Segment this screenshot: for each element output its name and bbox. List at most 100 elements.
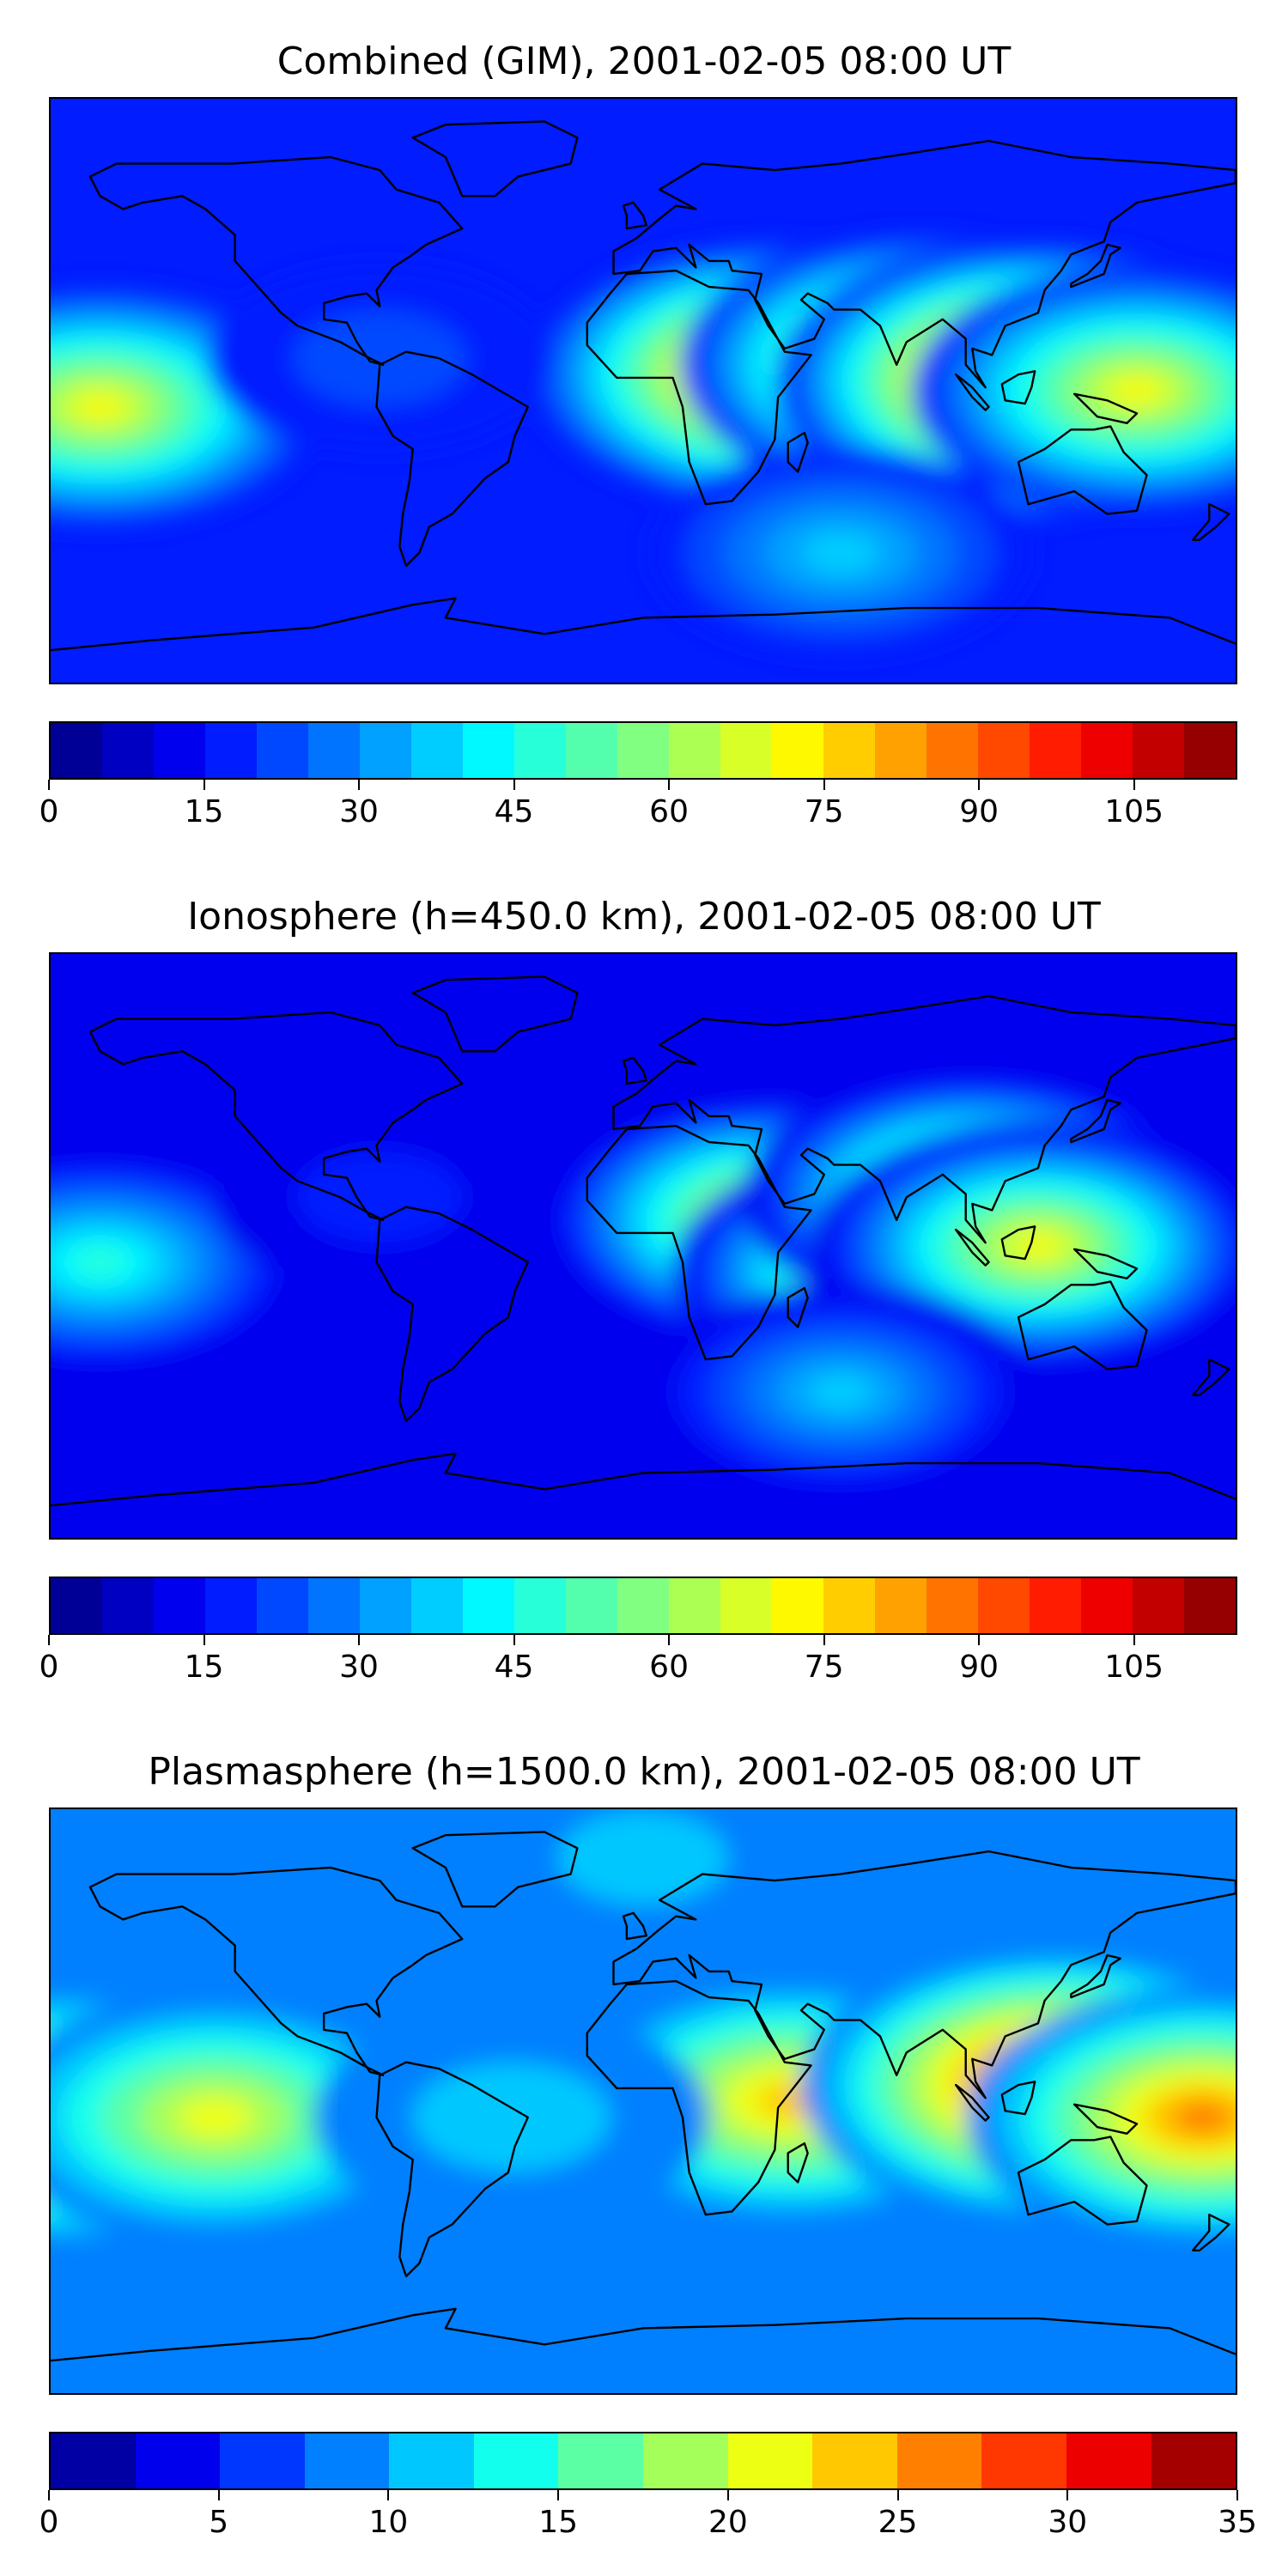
colorbar-segment: [669, 1578, 720, 1633]
colorbar-segment: [720, 723, 772, 778]
colorbar-tick-label: 5: [209, 2505, 229, 2540]
colorbar-tick-label: 15: [184, 794, 224, 829]
chart-title: Ionosphere (h=450.0 km), 2001-02-05 08:0…: [187, 895, 1101, 939]
colorbar-segment: [411, 723, 463, 778]
colorbar-tick-label: 30: [339, 794, 379, 829]
colorbar-tick-label: 10: [368, 2505, 409, 2540]
contour-band: [177, 2096, 253, 2139]
coastline-madagascar: [787, 431, 809, 473]
colorbar-segment: [978, 723, 1030, 778]
colorbar-segment: [1184, 1578, 1236, 1633]
coastline-new-zealand: [1191, 2214, 1230, 2251]
contour-band: [293, 310, 467, 406]
colorbar-segment: [720, 1578, 772, 1633]
colorbar-segment: [1081, 723, 1133, 778]
map-svg: [51, 954, 1236, 1538]
colorbar-segment: [51, 2433, 136, 2488]
colorbar-segment: [1184, 723, 1236, 778]
colorbar-segment: [51, 723, 102, 778]
coastline-britain: [622, 1056, 647, 1085]
colorbar-segment: [308, 723, 360, 778]
colorbar-tick: [823, 1635, 825, 1645]
coastline-north-america: [88, 1866, 464, 2076]
colorbar-segment: [981, 2433, 1066, 2488]
colorbar-segment: [473, 2433, 559, 2488]
colorbar-segment: [1066, 2433, 1151, 2488]
colorbar-segment: [102, 1578, 154, 1633]
colorbar-tick: [203, 780, 205, 790]
contour-band: [558, 1811, 728, 1905]
colorbar-tick-label: 90: [959, 1649, 999, 1685]
colorbar-segment: [463, 1578, 514, 1633]
contour-band: [807, 1374, 874, 1410]
colorbar: [49, 1577, 1237, 1635]
colorbar-tick: [48, 2490, 50, 2500]
colorbar-segment: [304, 2433, 390, 2488]
colorbar-segment: [727, 2433, 813, 2488]
colorbar-tick-label: 25: [878, 2505, 918, 2540]
colorbar-segment: [1081, 1578, 1133, 1633]
coastline-australia: [1017, 425, 1148, 515]
coastline-britain: [622, 201, 647, 230]
coastline-antarctica: [51, 1452, 1236, 1507]
coastline-borneo: [1000, 1225, 1036, 1261]
colorbar-segment: [823, 723, 875, 778]
colorbar-segment: [823, 1578, 875, 1633]
colorbar-segment: [154, 1578, 205, 1633]
colorbar-segment: [135, 2433, 221, 2488]
colorbar-segment: [389, 2433, 474, 2488]
colorbar-segment: [1151, 2433, 1236, 2488]
coastline-greenland: [411, 975, 579, 1053]
coastline-south-america: [375, 2061, 529, 2278]
colorbar-tick: [1133, 780, 1135, 790]
coastline-south-america: [375, 350, 529, 568]
coastline-africa: [586, 1125, 812, 1361]
colorbar-segment: [360, 723, 411, 778]
coastline-eurasia: [612, 1850, 1236, 2099]
colorbar-tick-label: 105: [1104, 1649, 1163, 1685]
colorbar: [49, 2432, 1237, 2490]
coastline-new-guinea: [1072, 2103, 1139, 2135]
colorbar-segment: [1030, 723, 1081, 778]
colorbar-segment: [927, 1578, 978, 1633]
coastline-new-zealand: [1191, 1358, 1230, 1396]
colorbar-tick-label: 30: [1048, 2505, 1088, 2540]
field-layer: [51, 231, 1236, 659]
colorbar-tick-label: 60: [649, 794, 689, 829]
coastline-north-america: [88, 155, 464, 366]
coastline-africa: [586, 1980, 812, 2216]
colorbar-segment: [1133, 1578, 1184, 1633]
coastline-japan: [1070, 1953, 1121, 1999]
colorbar-tick: [1236, 2490, 1238, 2500]
colorbar-tick: [48, 1635, 50, 1645]
colorbar-tick: [1066, 2490, 1069, 2500]
coastline-antarctica: [51, 597, 1236, 652]
contour-band: [801, 532, 880, 574]
colorbar-tick-label: 35: [1218, 2505, 1257, 2540]
colorbar-tick: [823, 780, 825, 790]
colorbar-ticks: 0 15 30 45 60 75 90 105: [39, 780, 1237, 831]
colorbar-tick: [358, 780, 361, 790]
colorbar-tick-label: 0: [39, 1649, 59, 1685]
colorbar-tick: [513, 1635, 515, 1645]
coastline-new-zealand: [1191, 503, 1230, 541]
colorbar-tick-label: 90: [959, 794, 999, 829]
colorbar-segment: [669, 723, 720, 778]
coastline-new-guinea: [1072, 392, 1139, 424]
colorbar-segment: [772, 723, 823, 778]
colorbar-tick-label: 75: [804, 1649, 844, 1685]
colorbar-segment: [257, 723, 308, 778]
coastline-new-guinea: [1072, 1248, 1139, 1279]
colorbar-ticks: 0 15 30 45 60 75 90 105: [39, 1635, 1237, 1686]
colorbar-tick-label: 20: [708, 2505, 748, 2540]
contour-band: [1118, 380, 1156, 401]
colorbar-tick: [978, 780, 981, 790]
colorbar-segment: [514, 1578, 566, 1633]
colorbar-tick: [387, 2490, 390, 2500]
colorbar-tick: [1133, 1635, 1135, 1645]
contour-band: [296, 1151, 464, 1243]
map-ionosphere: [49, 952, 1237, 1540]
colorbar-segment: [875, 723, 927, 778]
colorbar-segment: [308, 1578, 360, 1633]
contour-band: [1173, 2101, 1233, 2134]
